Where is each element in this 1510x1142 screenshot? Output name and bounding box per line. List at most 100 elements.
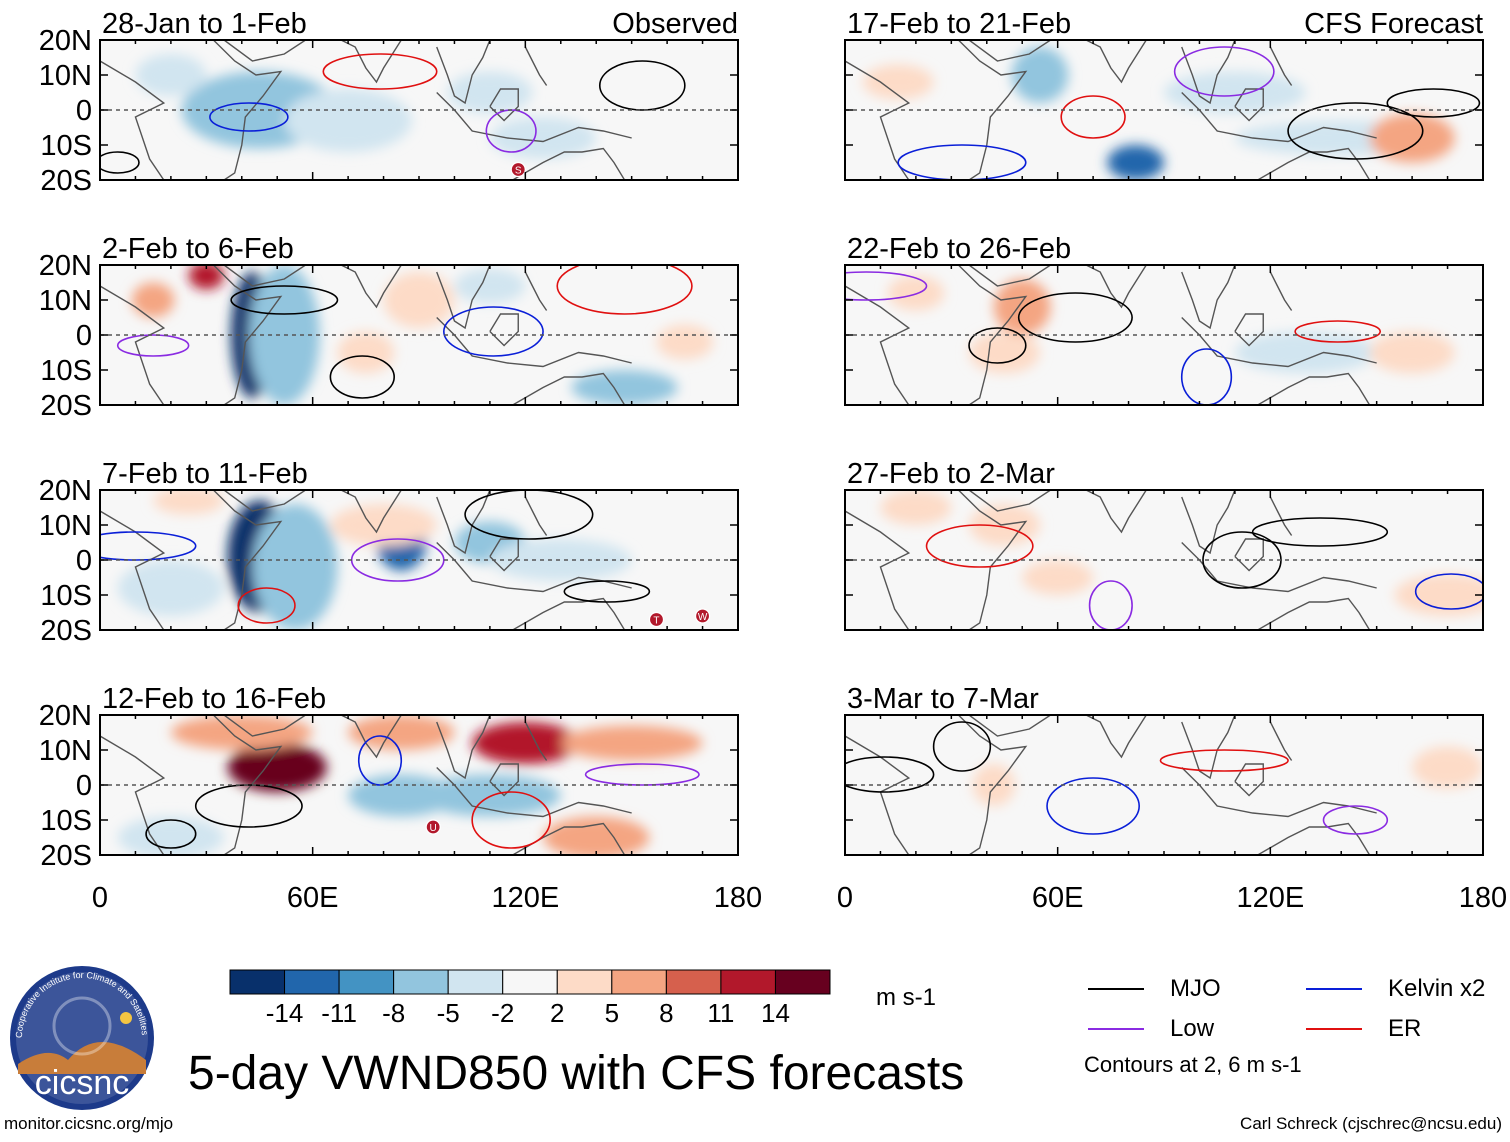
contour-line <box>443 306 544 357</box>
colorbar-tick-label: -8 <box>382 998 405 1028</box>
coastline <box>1181 265 1236 330</box>
shaded-field <box>117 715 703 855</box>
anomaly-blob <box>969 331 1040 374</box>
coastline <box>845 60 911 180</box>
anomaly-blob <box>117 560 225 616</box>
colorbar-tick-label: 2 <box>550 998 564 1028</box>
coastline <box>223 265 306 287</box>
coastline <box>436 715 491 780</box>
y-tick-label: 10N <box>39 60 92 92</box>
anomaly-blob <box>880 490 952 525</box>
contour-line <box>1251 517 1389 547</box>
contour-line <box>1180 348 1233 405</box>
contour-line <box>845 271 928 301</box>
contour-line <box>845 756 935 793</box>
coastline <box>489 538 519 572</box>
contour-line <box>1173 46 1275 97</box>
panel-date-label: 2-Feb to 6-Feb <box>102 233 294 265</box>
panel-date-label: 27-Feb to 2-Mar <box>847 458 1055 490</box>
panel-date-label: 28-Jan to 1-Feb <box>102 8 307 40</box>
legend-line-kelvin <box>1306 988 1362 990</box>
coastline <box>212 40 283 180</box>
coastline <box>968 490 1051 512</box>
coastline <box>1085 40 1147 84</box>
anomaly-blob <box>656 324 714 360</box>
colorbar-swatch <box>229 969 286 995</box>
coastline <box>957 265 1028 405</box>
contour-line <box>322 53 438 90</box>
storm-marker: W <box>694 608 711 624</box>
cicsnc-logo: Cooperative Institute for Climate and Sa… <box>8 964 156 1112</box>
coastline <box>436 92 632 143</box>
coastline <box>489 88 519 122</box>
anomaly-blob <box>227 743 327 792</box>
coastline <box>845 510 911 630</box>
x-tick-label: 180 <box>1459 882 1507 914</box>
y-tick-label: 20S <box>40 615 92 647</box>
coastline <box>511 822 626 855</box>
anomaly-blob <box>489 117 597 159</box>
coastline <box>968 265 1051 287</box>
y-tick-label: 0 <box>76 770 92 802</box>
contour-note: Contours at 2, 6 m s-1 <box>1084 1052 1302 1077</box>
anomaly-blob <box>1107 145 1164 180</box>
anomaly-blob <box>348 715 455 750</box>
contour-line <box>897 144 1027 180</box>
coastline <box>436 767 632 818</box>
contour-line <box>584 763 700 786</box>
contour-line <box>471 791 551 849</box>
panel-date-label: 3-Mar to 7-Mar <box>847 683 1039 715</box>
contour-line <box>329 355 395 399</box>
anomaly-blob <box>560 725 703 761</box>
anomaly-blob <box>887 275 945 311</box>
panel-1-1: 22-Feb to 26-Feb <box>844 233 1484 406</box>
contour-line <box>925 524 1034 568</box>
coastline <box>1256 147 1371 180</box>
coastlines <box>100 265 632 405</box>
legend-label-er: ER <box>1388 1015 1422 1042</box>
x-tick-label: 0 <box>837 882 853 914</box>
colorbar-swatch <box>393 969 449 995</box>
footer-url: monitor.cicsnc.org/mjo <box>4 1114 174 1133</box>
coastline <box>524 46 548 86</box>
coastline <box>340 265 402 309</box>
coastline <box>968 715 1051 737</box>
x-tick-label: 120E <box>1236 882 1304 914</box>
contour-line <box>1294 320 1382 343</box>
anomaly-blob <box>447 71 533 114</box>
column-header: CFS Forecast <box>1304 8 1483 40</box>
storm-marker-label: T <box>653 616 659 627</box>
coastline <box>1085 715 1147 759</box>
colorbar-swatch <box>774 969 831 995</box>
anomaly-blob <box>489 539 632 581</box>
storm-marker: U <box>425 819 441 835</box>
x-tick-label: 60E <box>287 882 339 914</box>
anomaly-blob <box>383 272 455 328</box>
contour-line <box>1017 292 1133 343</box>
anomaly-blob <box>1181 820 1359 855</box>
coastline <box>340 715 402 759</box>
anomaly-blob <box>135 54 207 96</box>
colorbar-tick-label: 5 <box>605 998 619 1028</box>
panel-background <box>845 715 1483 855</box>
shaded-field <box>131 265 714 405</box>
shaded-field <box>135 54 714 159</box>
coastline <box>212 715 283 855</box>
coastline <box>1085 490 1147 534</box>
coastlines <box>100 490 632 630</box>
coastline <box>1269 721 1293 761</box>
colorbar-units: m s-1 <box>876 984 936 1011</box>
footer-credit: Carl Schreck (cjschrec@ncsu.edu) <box>1240 1114 1502 1133</box>
contour-line <box>968 327 1027 364</box>
coastline <box>100 735 166 855</box>
legend-line-mjo <box>1088 988 1144 990</box>
anomaly-blob <box>454 268 526 304</box>
coastline <box>1234 88 1264 122</box>
coastline <box>968 40 1051 62</box>
coastlines <box>100 40 632 180</box>
colorbar-tick-label: 14 <box>761 998 790 1028</box>
legend-label-low: Low <box>1170 1015 1215 1042</box>
colorbar-swatch <box>284 969 340 995</box>
